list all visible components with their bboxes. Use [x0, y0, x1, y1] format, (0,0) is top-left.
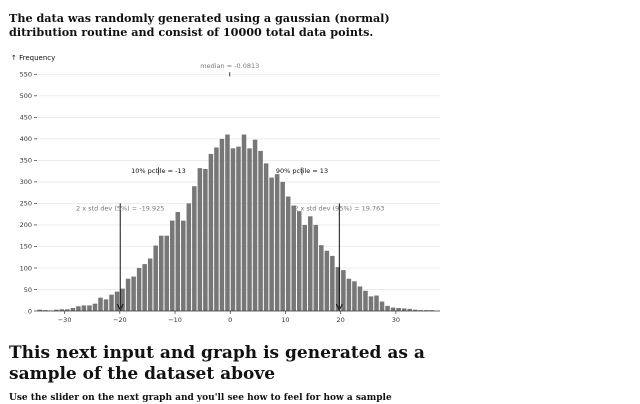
histogram-bar: [358, 286, 363, 311]
histogram-bar: [396, 308, 401, 311]
histogram-bar: [76, 306, 81, 311]
histogram-bar: [203, 169, 208, 311]
histogram-bar: [231, 148, 236, 311]
x-tick-label: 0: [228, 316, 232, 324]
y-tick-label: 0: [28, 307, 32, 315]
y-tick-label: 150: [20, 243, 32, 251]
histogram-bar: [330, 256, 335, 311]
std-high-label: 2 x std dev (95%) = 19.763: [294, 205, 384, 213]
histogram-bar: [71, 308, 76, 311]
histogram-bar: [98, 298, 103, 311]
histogram-bar: [142, 264, 147, 311]
histogram-bar: [192, 186, 197, 311]
histogram-bar: [109, 295, 114, 311]
histogram-bar: [115, 292, 120, 311]
histogram-bar: [374, 296, 379, 311]
histogram-bar: [369, 296, 374, 311]
y-tick-label: 300: [20, 178, 32, 186]
y-tick-label: 50: [24, 286, 32, 294]
histogram-bar: [87, 305, 92, 311]
histogram-bar: [302, 225, 307, 311]
y-tick-label: 100: [20, 264, 32, 272]
histogram-bar: [148, 258, 153, 311]
histogram-bar: [269, 178, 274, 311]
histogram-bar: [104, 299, 109, 311]
histogram-bar: [137, 268, 142, 311]
y-tick-label: 250: [20, 200, 32, 208]
histogram-bar: [253, 140, 258, 311]
section-title: This next input and graph is generated a…: [9, 343, 459, 385]
histogram-bar: [347, 279, 352, 311]
x-tick-label: −10: [168, 316, 182, 324]
histogram-bar: [308, 216, 313, 311]
histogram-bar: [82, 305, 87, 311]
histogram-bar: [264, 163, 269, 311]
histogram-bar: [153, 246, 158, 311]
histogram-bar: [176, 212, 181, 311]
histogram-bar: [181, 221, 186, 311]
histogram-bar: [275, 174, 280, 311]
y-axis: 0 50 100 150 200 250 300 350 400 450 500 550: [20, 71, 37, 316]
histogram-bar: [242, 135, 247, 311]
x-tick-label: 30: [392, 316, 400, 324]
histogram-bar: [220, 139, 225, 311]
histogram-bar: [187, 203, 192, 311]
y-tick-label: 500: [20, 92, 32, 100]
histogram-bar: [247, 148, 252, 311]
std-low-label: 2 x std dev (5%) = -19.925: [76, 205, 164, 213]
histogram-bar: [363, 291, 368, 311]
median-label: median = -0.0813: [200, 62, 259, 70]
y-tick-label: 200: [20, 221, 32, 229]
intro-text: The data was randomly generated using a …: [9, 12, 449, 39]
histogram-bar: [325, 251, 330, 311]
histogram-bar: [159, 236, 164, 311]
y-tick-label: 350: [20, 157, 32, 165]
histogram-bar: [319, 245, 324, 311]
histogram-bars: [38, 135, 434, 311]
histogram-bar: [225, 135, 230, 311]
histogram-bar: [170, 221, 175, 311]
y-tick-label: 450: [20, 114, 32, 122]
annotation-pctile-10: 10% pctile = -13: [131, 167, 186, 175]
histogram-bar: [314, 225, 319, 311]
histogram-bar: [291, 206, 296, 311]
histogram-bar: [214, 147, 219, 311]
histogram-bar: [380, 302, 385, 311]
annotation-std-high: 2 x std dev (95%) = 19.763: [294, 203, 384, 310]
histogram-bar: [131, 277, 136, 311]
x-tick-label: 10: [281, 316, 289, 324]
histogram-bar: [385, 306, 390, 311]
histogram-bar: [209, 154, 214, 311]
x-tick-label: −30: [58, 316, 72, 324]
histogram-bar: [280, 182, 285, 311]
histogram-bar: [391, 308, 396, 311]
x-tick-label: −20: [113, 316, 127, 324]
histogram-bar: [164, 236, 169, 311]
x-axis: −30 −20 −10 0 10 20 30: [37, 311, 440, 324]
histogram-bar: [297, 211, 302, 311]
annotation-pctile-90: 90% pctile = 13: [276, 167, 328, 175]
partial-paragraph: Use the slider on the next graph and you…: [9, 393, 449, 404]
histogram-bar: [352, 281, 357, 311]
x-tick-label: 20: [336, 316, 344, 324]
y-axis-label: ↑ Frequency: [11, 54, 55, 62]
histogram-bar: [236, 147, 241, 311]
histogram-bar: [286, 197, 291, 311]
histogram-bar: [126, 279, 131, 311]
histogram-bar: [258, 151, 263, 311]
histogram-bar: [198, 168, 203, 311]
y-tick-label: 550: [20, 71, 32, 79]
y-tick-label: 400: [20, 135, 32, 143]
histogram-bar: [93, 304, 98, 311]
